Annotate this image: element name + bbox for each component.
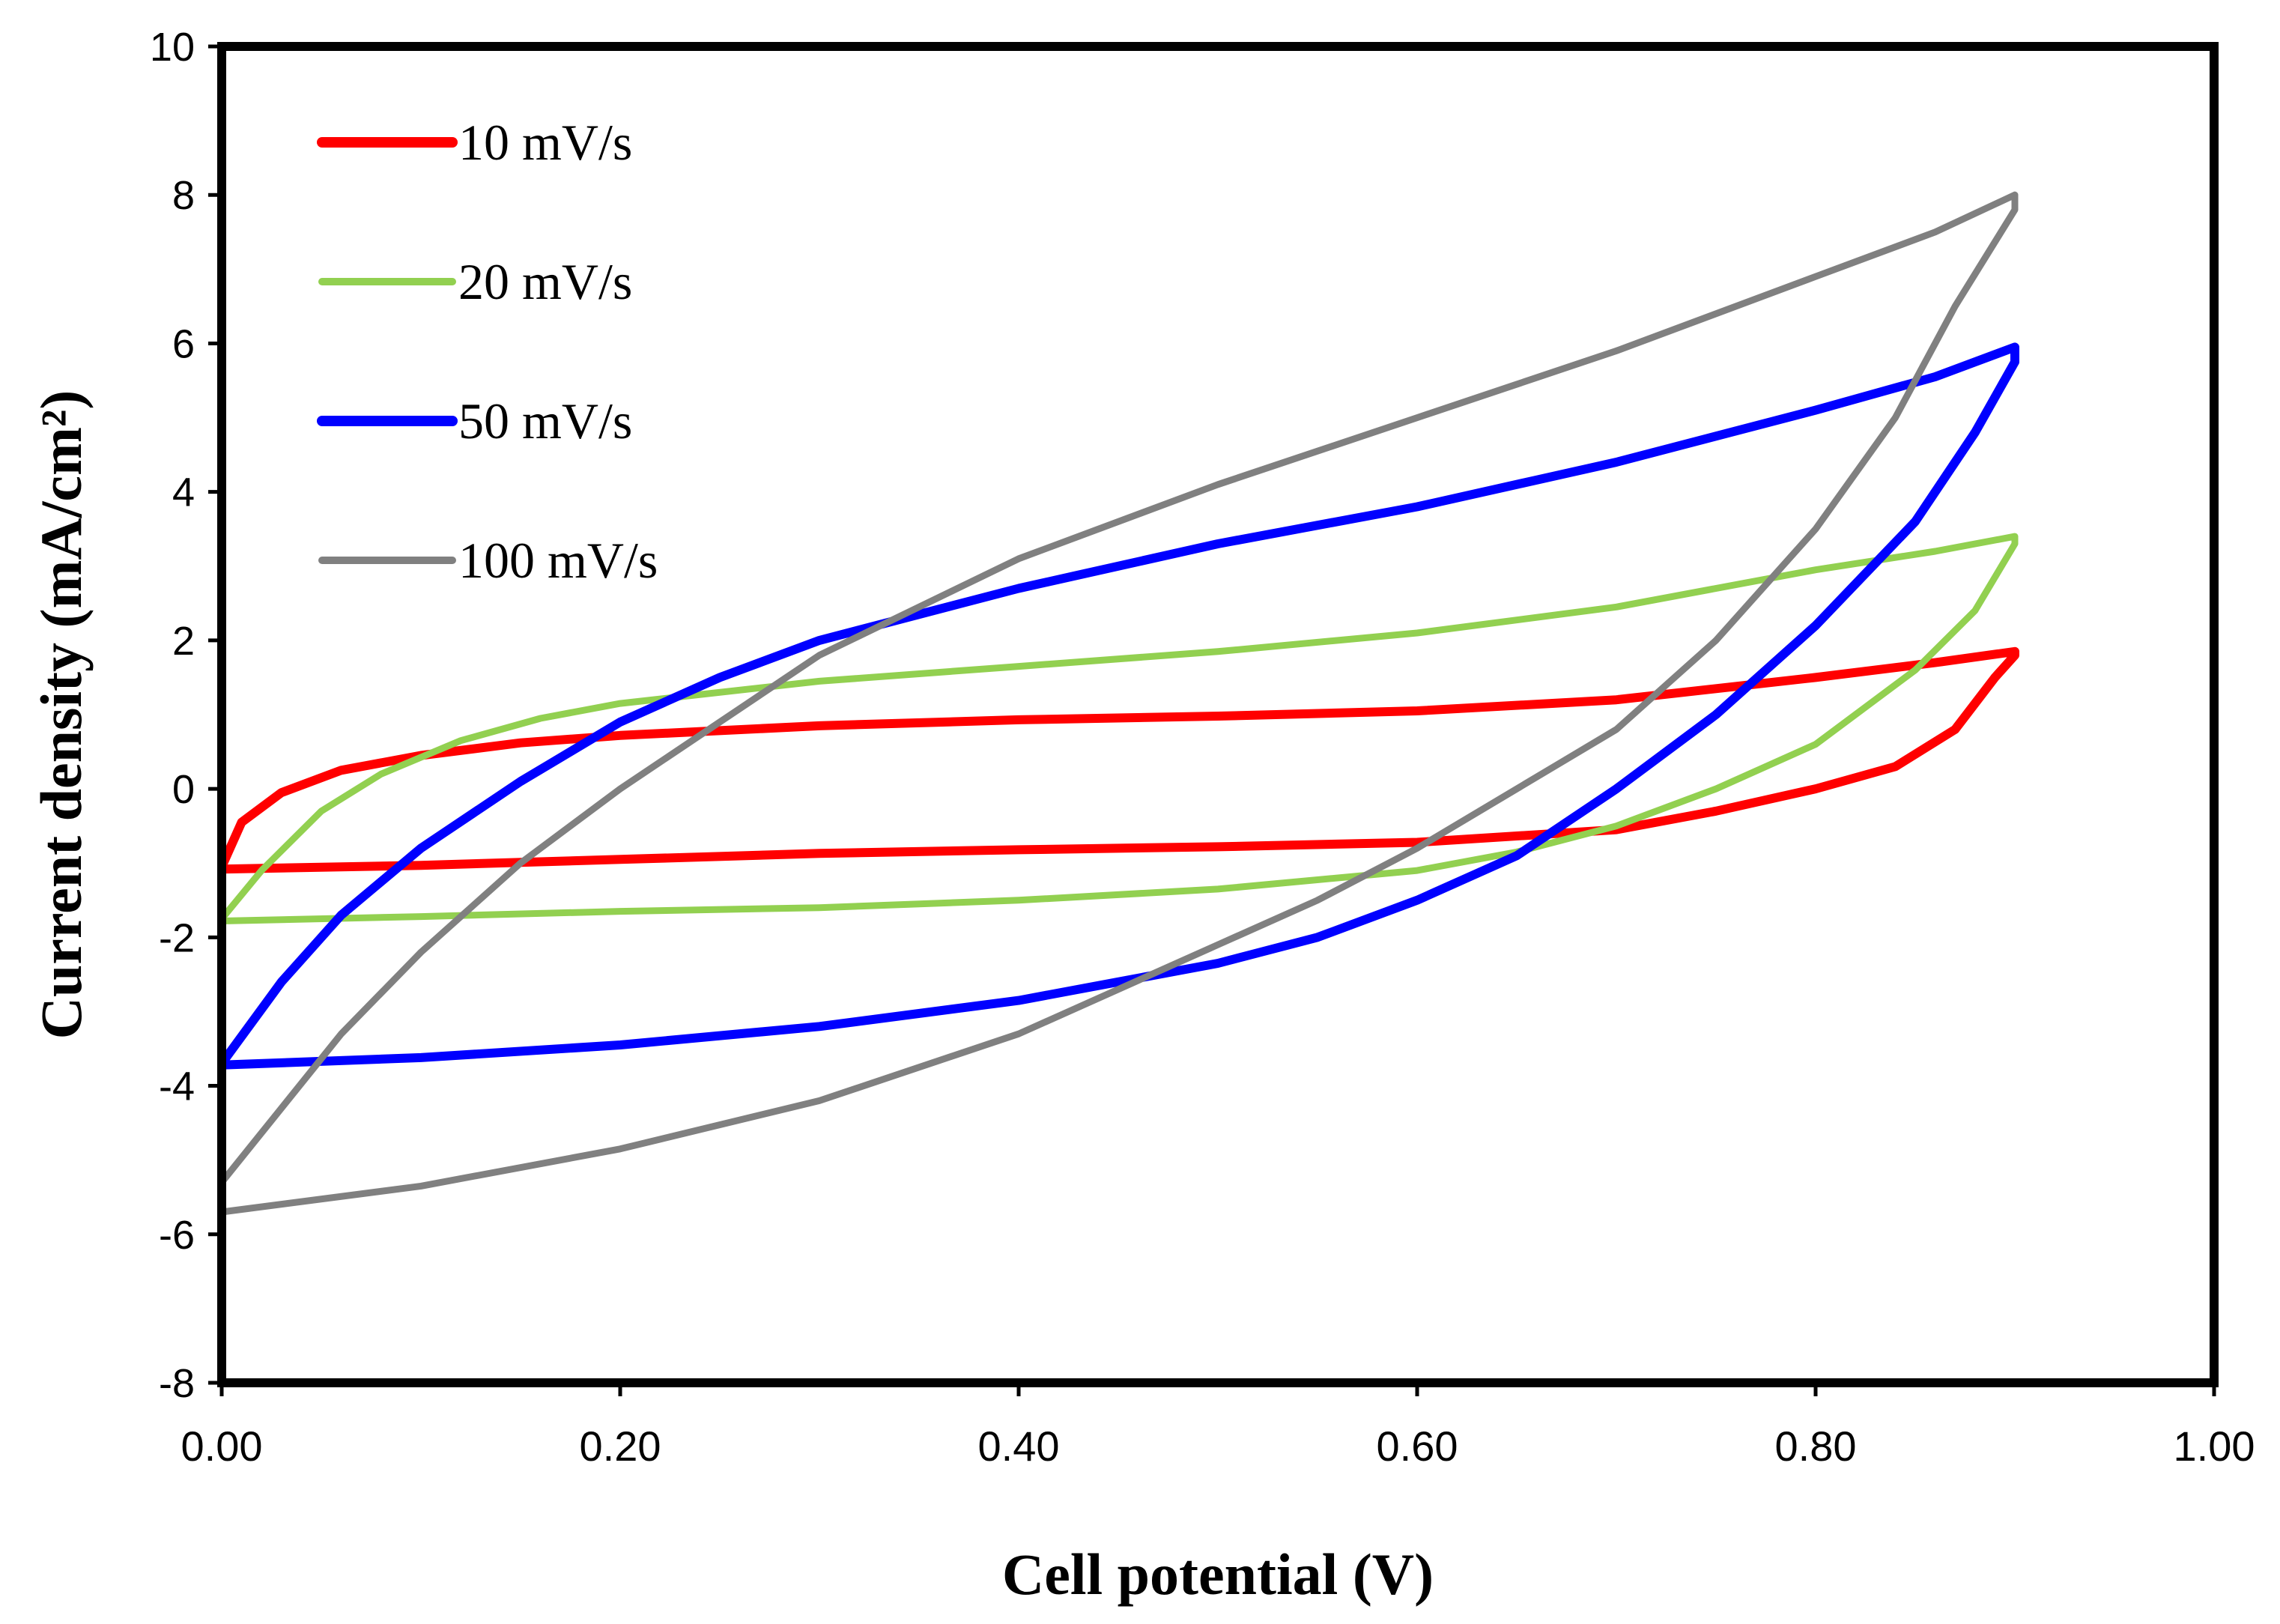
- y-tick-label: 0: [172, 767, 195, 812]
- y-tick-label: -8: [159, 1361, 195, 1406]
- series-line-4: [218, 191, 2019, 1216]
- series-line-2: [218, 533, 2019, 924]
- y-tick-label: 10: [150, 25, 195, 70]
- y-axis-title: Current density (mA/cm²): [28, 390, 94, 1040]
- series-line-3: [217, 342, 2019, 1070]
- x-tick-label: 1.00: [2174, 1422, 2255, 1470]
- legend-label-4: 100 mV/s: [458, 532, 658, 589]
- x-tick-label: 0.00: [181, 1422, 263, 1470]
- legend-label-3: 50 mV/s: [458, 393, 632, 449]
- y-tick-label: -2: [159, 915, 195, 960]
- legend-label-2: 20 mV/s: [458, 253, 632, 310]
- legend-label-1: 10 mV/s: [458, 114, 632, 171]
- x-tick-label: 0.40: [978, 1422, 1060, 1470]
- x-tick-label: 0.20: [580, 1422, 661, 1470]
- y-tick-label: 4: [172, 470, 195, 515]
- y-tick-label: -4: [159, 1064, 195, 1109]
- series-line-1: [217, 646, 2019, 874]
- x-axis-title: Cell potential (V): [1002, 1542, 1434, 1607]
- y-tick-label: -6: [159, 1213, 195, 1258]
- x-tick-label: 0.60: [1377, 1422, 1458, 1470]
- y-tick-label: 6: [172, 321, 195, 366]
- y-tick-label: 2: [172, 619, 195, 664]
- series-layer: [217, 191, 2019, 1216]
- x-tick-label: 0.80: [1775, 1422, 1857, 1470]
- legend: 10 mV/s 20 mV/s 50 mV/s 100 mV/s: [317, 114, 658, 589]
- plot-area-frame: [217, 42, 2219, 1387]
- axis-ticks: -8 -6 -4 -2 0 2 4 6 8 10 0.00 0.20 0.40 0.60 0.80 1.00: [150, 25, 2255, 1470]
- y-tick-label: 8: [172, 173, 195, 218]
